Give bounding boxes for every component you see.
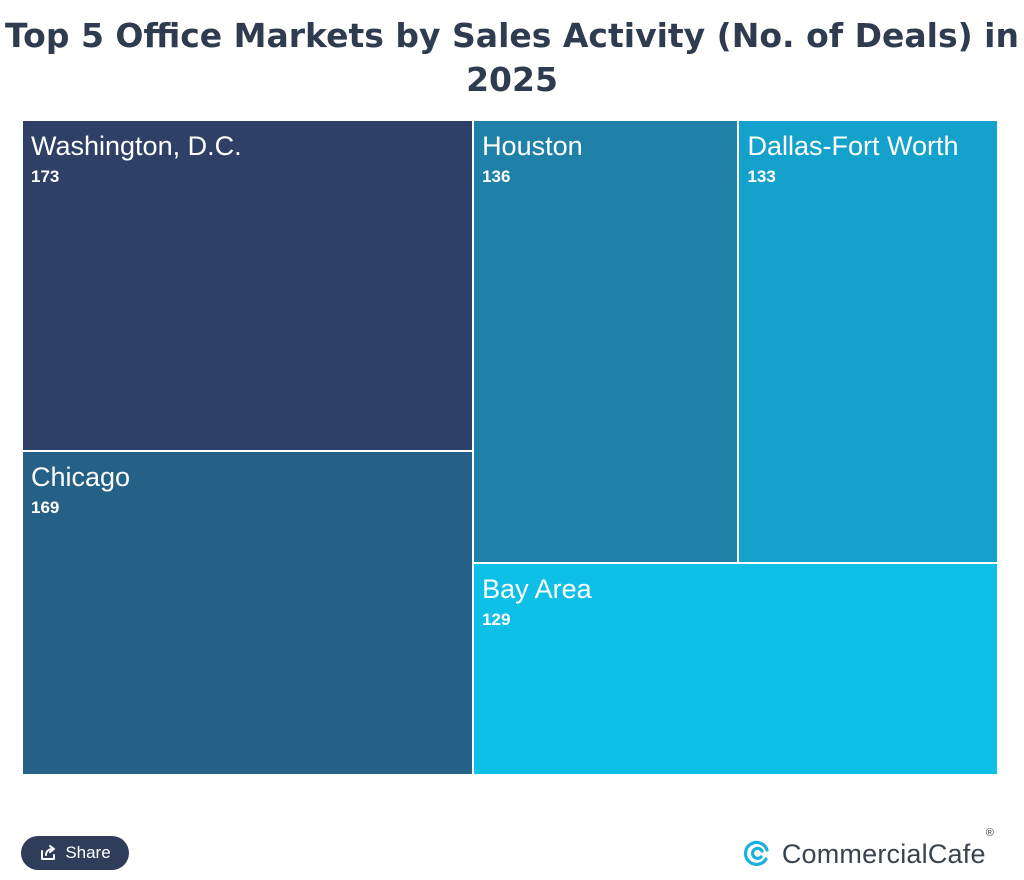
share-button-label: Share: [65, 843, 111, 862]
tile-label: Houston: [482, 131, 583, 161]
tile-value: 129: [482, 609, 511, 629]
tile-value: 169: [31, 498, 60, 518]
tile-value: 136: [482, 167, 511, 186]
brand-name-text: CommercialCafe: [781, 838, 986, 869]
share-button[interactable]: Share: [21, 836, 129, 870]
brand-name: CommercialCafe®: [781, 827, 994, 870]
tile-label: Bay Area: [482, 573, 592, 604]
treemap-tile-bay-area[interactable]: Bay Area 129: [473, 562, 998, 775]
treemap-tile-dallas-fort-worth[interactable]: Dallas-Fort Worth 133: [738, 120, 998, 563]
tile-label: Dallas-Fort Worth: [747, 131, 959, 161]
tile-label: Chicago: [31, 462, 131, 493]
share-icon: [41, 845, 56, 860]
tile-value: 133: [747, 167, 776, 186]
treemap: Washington, D.C. 173 Chicago 169 Houston 136 D…: [22, 120, 998, 775]
tile-label: Washington, D.C.: [31, 131, 242, 161]
registered-mark: ®: [985, 826, 994, 839]
treemap-tile-houston[interactable]: Houston 136: [473, 120, 739, 563]
treemap-tile-washington-d-c[interactable]: Washington, D.C. 173: [22, 120, 474, 452]
footer: Share CommercialCafe®: [0, 820, 1024, 880]
commercialcafe-logo-icon: [743, 840, 769, 866]
treemap-tile-chicago[interactable]: Chicago 169: [22, 451, 474, 775]
chart-title: Top 5 Office Markets by Sales Activity (…: [5, 16, 1019, 99]
tile-value: 173: [31, 167, 60, 186]
brand: CommercialCafe®: [742, 827, 994, 872]
